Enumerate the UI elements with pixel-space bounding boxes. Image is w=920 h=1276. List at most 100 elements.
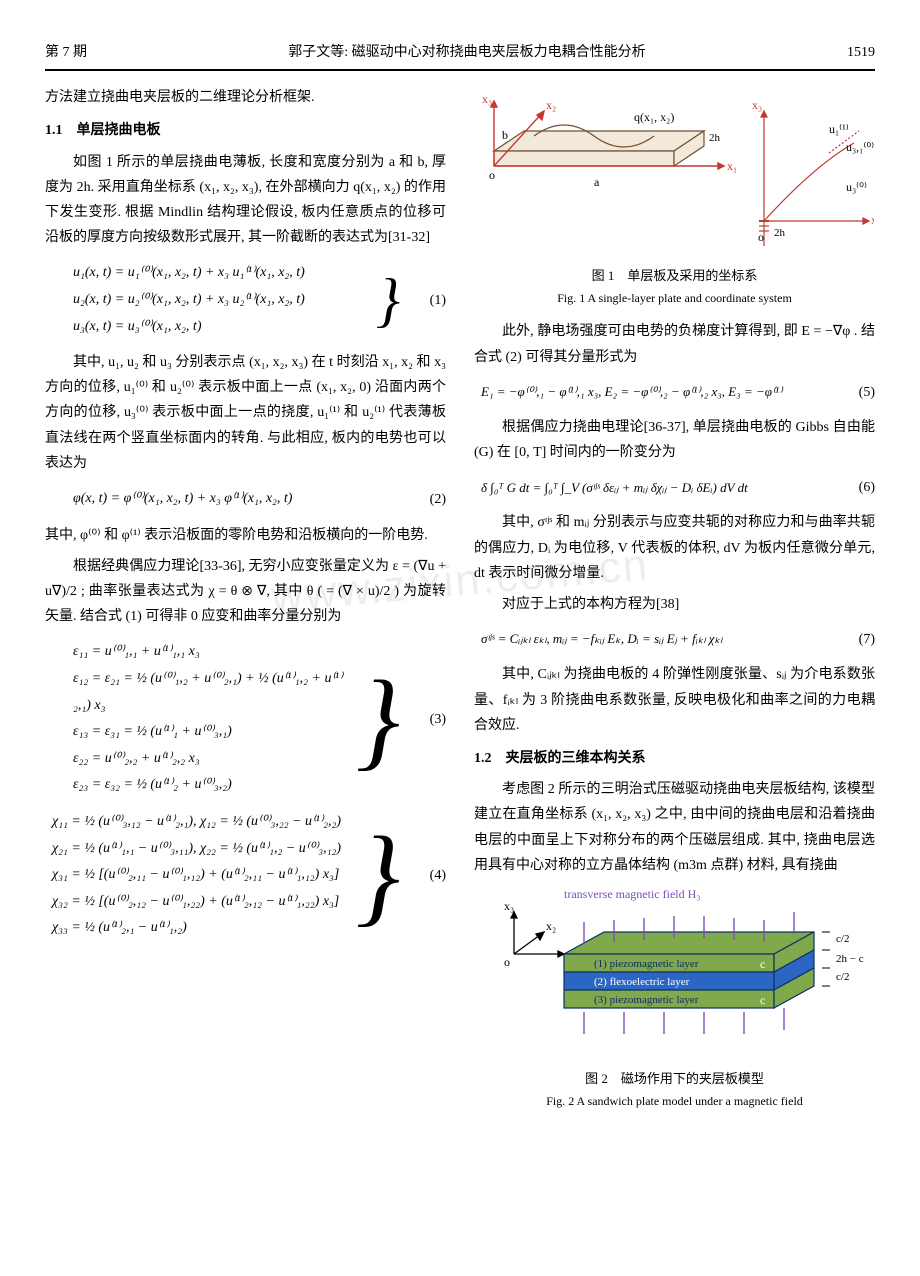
right-column: o x₁ x₂ x₃ a b q(x₁, x₂) 2h: [474, 85, 875, 1122]
page-number: 1519: [847, 40, 875, 65]
deflection-curve: [764, 143, 854, 221]
brace-icon: }: [352, 809, 404, 942]
equation-2: φ(x, t) = φ⁽⁰⁾(x₁, x₂, t) + x₃ φ⁽¹⁾(x₁, …: [73, 486, 446, 513]
equation-line: u₂(x, t) = u₂⁽⁰⁾(x₁, x₂, t) + x₃ u₂⁽¹⁾(x…: [73, 287, 372, 314]
equation-body: χ₁₁ = ½ (u⁽⁰⁾₃,₁₂ − u⁽¹⁾₂,₁), χ₁₂ = ½ (u…: [52, 809, 352, 942]
equation-4: χ₁₁ = ½ (u⁽⁰⁾₃,₁₂ − u⁽¹⁾₂,₁), χ₁₂ = ½ (u…: [52, 809, 446, 942]
figure-caption-en: Fig. 2 A sandwich plate model under a ma…: [474, 1091, 875, 1113]
layer-label: (2) flexoelectric layer: [594, 976, 690, 988]
axis-label: o: [758, 230, 764, 244]
equation-line: ε₁₃ = ε₃₁ = ½ (u⁽¹⁾₁ + u⁽⁰⁾₃,₁): [73, 719, 352, 746]
equation-6: δ ∫₀ᵀ G dt = ∫₀ᵀ ∫_V (σᶦʲˢ δεᵢⱼ + mᵢⱼ δχ…: [481, 475, 875, 500]
arrow-icon: [558, 951, 564, 957]
var-label: u₃⁽⁰⁾: [846, 180, 867, 194]
arrow-icon: [537, 111, 544, 120]
arrow-icon: [718, 163, 724, 169]
equation-number: (6): [833, 475, 875, 500]
axis-label: x₁: [871, 213, 874, 227]
brace-icon: }: [352, 639, 404, 799]
equation-body: φ(x, t) = φ⁽⁰⁾(x₁, x₂, t) + x₃ φ⁽¹⁾(x₁, …: [73, 486, 404, 513]
body-text: 其中, φ⁽⁰⁾ 和 φ⁽¹⁾ 表示沿板面的零阶电势和沿板横向的一阶电势.: [45, 523, 446, 548]
axis-label: x₃: [482, 92, 492, 106]
equation-line: u₁(x, t) = u₁⁽⁰⁾(x₁, x₂, t) + x₃ u₁⁽¹⁾(x…: [73, 260, 372, 287]
body-text: 考虑图 2 所示的三明治式压磁驱动挠曲电夹层板结构, 该模型建立在直角坐标系 (…: [474, 777, 875, 878]
equation-body: E₁ = −φ⁽⁰⁾,₁ − φ⁽¹⁾,₁ x₃, E₂ = −φ⁽⁰⁾,₂ −…: [481, 380, 833, 405]
running-header: 第 7 期 郭子文等: 磁驱动中心对称挠曲电夹层板力电耦合性能分析 1519: [45, 40, 875, 71]
figure-caption-cn: 图 1 单层板及采用的坐标系: [474, 264, 875, 287]
equation-number: (3): [404, 707, 446, 732]
dim-label: 2h: [774, 227, 786, 239]
brace-icon: }: [372, 260, 404, 340]
equation-5: E₁ = −φ⁽⁰⁾,₁ − φ⁽¹⁾,₁ x₃, E₂ = −φ⁽⁰⁾,₂ −…: [481, 380, 875, 405]
arrow-icon: [863, 218, 869, 224]
dim-label: 2h − c: [836, 953, 864, 965]
equation-body: δ ∫₀ᵀ G dt = ∫₀ᵀ ∫_V (σᶦʲˢ δεᵢⱼ + mᵢⱼ δχ…: [481, 476, 833, 501]
axis-label: x₂: [546, 98, 556, 112]
dim-label: b: [502, 128, 508, 142]
equation-number: (5): [833, 380, 875, 405]
equation-line: ε₁₂ = ε₂₁ = ½ (u⁽⁰⁾₁,₂ + u⁽⁰⁾₂,₁) + ½ (u…: [73, 666, 352, 719]
var-label: u₁⁽¹⁾: [829, 122, 849, 136]
equation-line: χ₁₁ = ½ (u⁽⁰⁾₃,₁₂ − u⁽¹⁾₂,₁), χ₁₂ = ½ (u…: [52, 809, 352, 836]
layer-label: (3) piezomagnetic layer: [594, 994, 699, 1006]
equation-7: σᶦʲˢ = Cᵢⱼₖₗ εₖₗ, mᵢⱼ = −fₖᵢⱼ Eₖ, Dᵢ = s…: [481, 627, 875, 652]
equation-line: ε₂₃ = ε₃₂ = ½ (u⁽¹⁾₂ + u⁽⁰⁾₃,₂): [73, 772, 352, 799]
page: www.zixin.com.cn 第 7 期 郭子文等: 磁驱动中心对称挠曲电夹…: [45, 40, 875, 1122]
body-text: 其中, σᶦʲˢ 和 mᵢⱼ 分别表示与应变共轭的对称应力和与曲率共轭的偶应力,…: [474, 510, 875, 586]
axis-label: o: [504, 955, 510, 969]
equation-line: ε₂₂ = u⁽⁰⁾₂,₂ + u⁽¹⁾₂,₂ x₃: [73, 746, 352, 773]
body-text: 根据经典偶应力理论[33-36], 无穷小应变张量定义为 ε = (∇u + u…: [45, 554, 446, 630]
axis-label: x₃: [752, 98, 762, 112]
equation-number: (7): [833, 627, 875, 652]
axis-label: x₂: [546, 919, 556, 933]
axis-label: o: [489, 168, 495, 182]
equation-line: u₃(x, t) = u₃⁽⁰⁾(x₁, x₂, t): [73, 314, 372, 341]
field-arrows-bottom: [584, 1008, 784, 1034]
dim-label: c: [760, 957, 765, 971]
running-title: 郭子文等: 磁驱动中心对称挠曲电夹层板力电耦合性能分析: [288, 40, 645, 65]
layer-top: [564, 932, 814, 954]
body-text: 此外, 静电场强度可由电势的负梯度计算得到, 即 E = −∇φ . 结合式 (…: [474, 319, 875, 369]
section-heading: 1.1 单层挠曲电板: [45, 118, 446, 143]
body-text: 其中, Cᵢⱼₖₗ 为挠曲电板的 4 阶弹性刚度张量、sᵢⱼ 为介电系数张量、f…: [474, 662, 875, 738]
field-label: transverse magnetic field H₃: [564, 887, 700, 901]
axis-label: x₃: [504, 899, 514, 913]
equation-body: ε₁₁ = u⁽⁰⁾₁,₁ + u⁽¹⁾₁,₁ x₃ ε₁₂ = ε₂₁ = ½…: [73, 639, 352, 799]
layer-label: (1) piezomagnetic layer: [594, 958, 699, 970]
section-heading: 1.2 夹层板的三维本构关系: [474, 746, 875, 771]
body-text: 对应于上式的本构方程为[38]: [474, 592, 875, 617]
equation-line: χ₂₁ = ½ (u⁽¹⁾₁,₁ − u⁽⁰⁾₃,₁₁), χ₂₂ = ½ (u…: [52, 836, 352, 863]
equation-line: χ₃₂ = ½ [(u⁽⁰⁾₂,₁₂ − u⁽⁰⁾₁,₂₂) + (u⁽¹⁾₂,…: [52, 889, 352, 916]
two-column-layout: 方法建立挠曲电夹层板的二维理论分析框架. 1.1 单层挠曲电板 如图 1 所示的…: [45, 85, 875, 1122]
plate-top: [494, 131, 704, 151]
figure-1-svg: o x₁ x₂ x₃ a b q(x₁, x₂) 2h: [474, 91, 874, 251]
equation-line: ε₁₁ = u⁽⁰⁾₁,₁ + u⁽¹⁾₁,₁ x₃: [73, 639, 352, 666]
issue-label: 第 7 期: [45, 40, 87, 65]
equation-number: (2): [404, 487, 446, 512]
plate-front: [494, 151, 674, 166]
equation-line: χ₃₃ = ½ (u⁽¹⁾₂,₁ − u⁽¹⁾₁,₂): [52, 915, 352, 942]
axis-label: x₁: [727, 159, 737, 173]
body-text: 其中, u₁, u₂ 和 u₃ 分别表示点 (x₁, x₂, x₃) 在 t 时…: [45, 350, 446, 476]
figure-2: transverse magnetic field H₃ x₁ x₂ x₃ o: [474, 884, 875, 1112]
figure-caption-en: Fig. 1 A single-layer plate and coordina…: [474, 288, 875, 310]
equation-body: σᶦʲˢ = Cᵢⱼₖₗ εₖₗ, mᵢⱼ = −fₖᵢⱼ Eₖ, Dᵢ = s…: [481, 627, 833, 652]
equation-body: u₁(x, t) = u₁⁽⁰⁾(x₁, x₂, t) + x₃ u₁⁽¹⁾(x…: [73, 260, 372, 340]
body-text: 根据偶应力挠曲电理论[36-37], 单层挠曲电板的 Gibbs 自由能 (G)…: [474, 415, 875, 465]
load-label: q(x₁, x₂): [634, 110, 674, 124]
figure-2-svg: transverse magnetic field H₃ x₁ x₂ x₃ o: [474, 884, 874, 1054]
dim-label: 2h: [709, 132, 721, 144]
body-text: 方法建立挠曲电夹层板的二维理论分析框架.: [45, 85, 446, 110]
equation-number: (4): [404, 863, 446, 888]
body-text: 如图 1 所示的单层挠曲电薄板, 长度和宽度分别为 a 和 b, 厚度为 2h.…: [45, 150, 446, 251]
equation-3: ε₁₁ = u⁽⁰⁾₁,₁ + u⁽¹⁾₁,₁ x₃ ε₁₂ = ε₂₁ = ½…: [73, 639, 446, 799]
figure-1: o x₁ x₂ x₃ a b q(x₁, x₂) 2h: [474, 91, 875, 309]
var-label: u₃,₁⁽⁰⁾: [846, 140, 874, 154]
equation-line: χ₃₁ = ½ [(u⁽⁰⁾₂,₁₁ − u⁽⁰⁾₁,₁₂) + (u⁽¹⁾₂,…: [52, 862, 352, 889]
equation-number: (1): [404, 288, 446, 313]
figure-caption-cn: 图 2 磁场作用下的夹层板模型: [474, 1067, 875, 1090]
dim-label: c/2: [836, 933, 849, 945]
dim-label: c: [760, 993, 765, 1007]
arrow-icon: [536, 932, 544, 940]
dim-label: c/2: [836, 971, 849, 983]
